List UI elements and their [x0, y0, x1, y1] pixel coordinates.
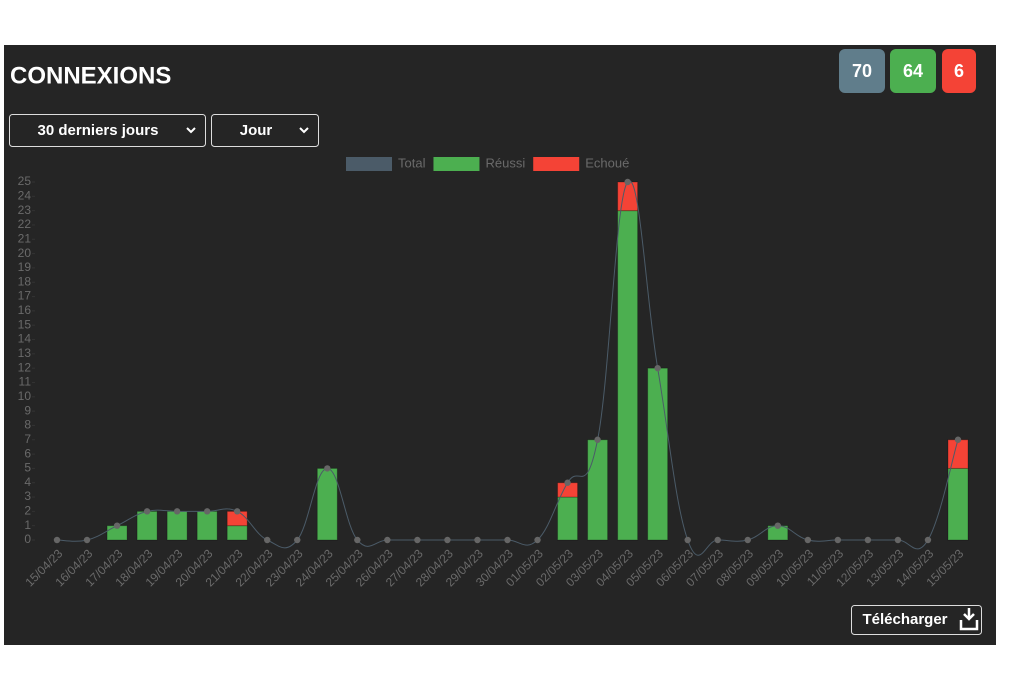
legend-swatch — [433, 157, 480, 171]
y-tick-label: 14 — [18, 332, 32, 346]
bar — [647, 367, 669, 541]
point — [504, 536, 511, 544]
point — [143, 508, 151, 515]
y-tick-label: 12 — [18, 360, 32, 374]
y-tick-label: 4 — [24, 475, 31, 489]
y-tick-label: 20 — [18, 246, 32, 260]
legend-label: Réussi — [485, 155, 525, 170]
point — [594, 436, 601, 443]
title: CONNEXIONS — [10, 62, 171, 89]
y-tick-label: 25 — [18, 174, 32, 188]
y-tick-label: 23 — [18, 203, 32, 217]
bar — [316, 467, 338, 541]
bar — [136, 510, 158, 541]
point — [774, 522, 781, 529]
point — [534, 536, 541, 544]
badge-success-text: 64 — [903, 61, 923, 81]
granularity-select-text[interactable]: Jour — [240, 122, 273, 139]
point — [203, 508, 211, 515]
bar — [947, 439, 969, 469]
download-button[interactable]: Télécharger — [851, 605, 982, 635]
point — [83, 536, 91, 544]
point — [264, 536, 271, 544]
y-tick-label: 9 — [24, 403, 31, 417]
point — [354, 536, 361, 544]
y-tick-label: 3 — [24, 489, 31, 503]
bar — [226, 525, 248, 541]
y-tick-label: 0 — [24, 532, 31, 546]
point — [954, 436, 962, 443]
y-tick-label: 1 — [24, 518, 31, 532]
y-tick-label: 17 — [18, 289, 32, 303]
point — [894, 536, 902, 544]
point — [113, 522, 121, 529]
y-tick-label: 15 — [18, 317, 32, 331]
granularity-select[interactable]: Jour — [211, 114, 319, 147]
point — [924, 536, 932, 544]
bar — [617, 181, 639, 212]
y-tick-label: 10 — [18, 389, 32, 403]
legend-label: Total — [398, 155, 426, 170]
point — [624, 178, 631, 186]
legend-label: Echoué — [585, 155, 629, 170]
point — [744, 536, 751, 544]
badge-failed — [942, 49, 976, 93]
y-tick-label: 18 — [18, 274, 32, 288]
y-tick-label: 16 — [18, 303, 32, 317]
point — [684, 536, 691, 544]
point — [804, 536, 812, 544]
point — [834, 536, 842, 544]
point — [384, 536, 391, 544]
point — [234, 508, 241, 515]
legend-swatch — [346, 157, 392, 171]
y-tick-label: 2 — [24, 504, 31, 518]
point — [444, 536, 451, 544]
period-select-text[interactable]: 30 derniers jours — [38, 122, 159, 139]
point — [654, 364, 661, 372]
y-tick-label: 6 — [24, 446, 31, 460]
point — [864, 536, 872, 544]
point — [564, 479, 571, 486]
point — [414, 536, 421, 544]
y-tick-label: 8 — [24, 418, 31, 432]
y-tick-label: 19 — [18, 260, 32, 274]
point — [294, 536, 301, 544]
period-select[interactable]: 30 derniers jours — [9, 114, 206, 147]
y-tick-label: 24 — [18, 188, 32, 202]
bar — [166, 510, 188, 541]
bar — [587, 439, 609, 541]
point — [324, 465, 331, 472]
y-tick-label: 21 — [18, 231, 32, 245]
badge-success — [890, 49, 936, 93]
y-tick-label: 13 — [18, 346, 32, 360]
line — [56, 180, 959, 556]
point — [173, 508, 181, 515]
point — [53, 536, 61, 544]
bar — [196, 510, 218, 541]
y-tick-label: 22 — [18, 217, 32, 231]
y-tick-label: 7 — [24, 432, 31, 446]
y-tick-label: 5 — [24, 461, 31, 475]
bar — [947, 467, 969, 541]
point — [474, 536, 481, 544]
badge-failed-text: 6 — [954, 61, 964, 81]
bar — [617, 210, 639, 541]
legend-swatch — [533, 157, 580, 171]
point — [714, 536, 721, 544]
badge-total-text: 70 — [852, 61, 872, 81]
download-button-text[interactable]: Télécharger — [862, 611, 947, 628]
bar — [557, 496, 579, 541]
badge-total — [839, 49, 885, 93]
y-tick-label: 11 — [19, 375, 32, 389]
